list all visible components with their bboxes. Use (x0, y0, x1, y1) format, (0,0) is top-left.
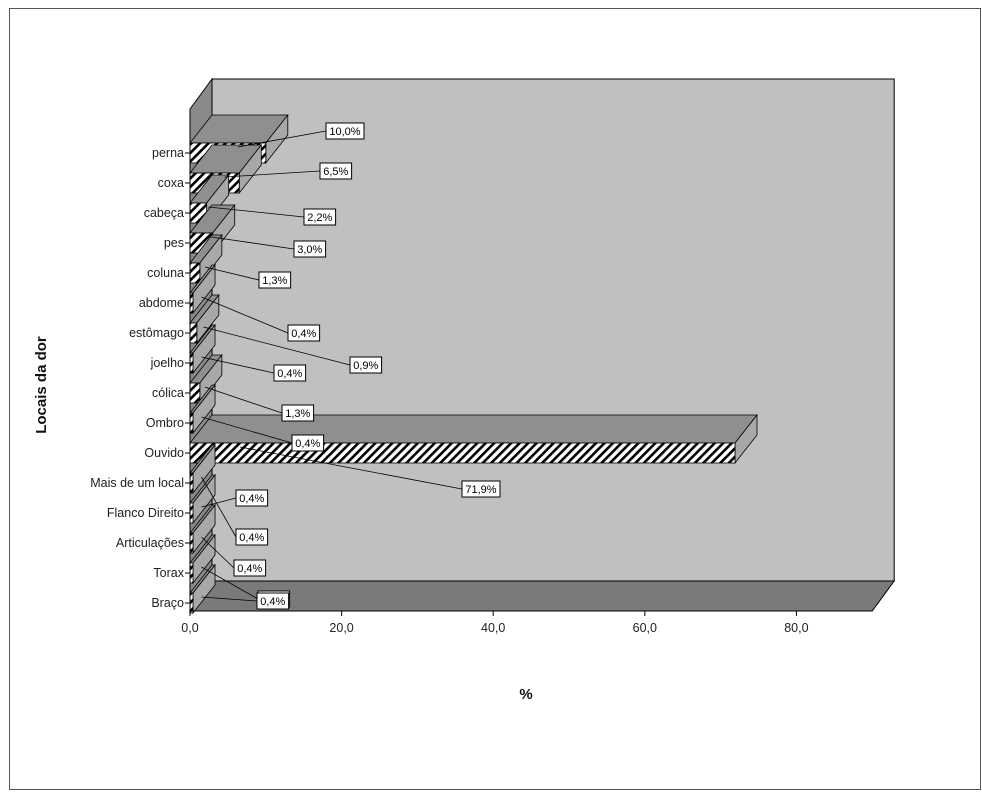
data-label: 3,0% (297, 244, 322, 256)
category-label: Braço (151, 596, 184, 610)
x-tick-label: 0,0 (181, 621, 198, 635)
leader-line (201, 566, 259, 600)
data-label-box (256, 592, 290, 610)
data-label: 71,9% (465, 484, 496, 496)
leader-line (201, 596, 258, 602)
bar-10-top (189, 414, 758, 444)
data-label-box (258, 271, 292, 289)
leader-line (204, 266, 260, 281)
category-label: Ouvido (144, 446, 184, 460)
data-label-box (273, 364, 307, 382)
data-label: 0,4% (295, 438, 320, 450)
data-label: 2,2% (307, 212, 332, 224)
data-labels-group: 10,0% 6,5% 2,2% 3,0% 1,3% 0,4% 0,9% 0,4% 1,3% 0,4… (233, 122, 501, 610)
leader-line (201, 296, 289, 334)
data-label-box (325, 122, 365, 140)
category-label: Ombro (146, 416, 184, 430)
bar-6 (189, 322, 198, 344)
leader-line (208, 206, 305, 218)
leader-line (224, 170, 321, 178)
x-tick-label: 80,0 (784, 621, 808, 635)
y-axis-title: Locais da dor (33, 336, 50, 434)
leader-line (201, 476, 237, 538)
category-label: Torax (153, 566, 184, 580)
data-label-box (319, 162, 353, 180)
data-label: 0,9% (353, 360, 378, 372)
data-label-box (291, 434, 325, 452)
data-label: 1,3% (262, 275, 287, 287)
data-label: 0,4% (260, 596, 285, 608)
category-label: Mais de um local (90, 476, 184, 490)
category-label: coluna (147, 266, 184, 280)
x-axis-title: % (519, 686, 532, 703)
data-label-box (287, 324, 321, 342)
category-label: abdome (139, 296, 184, 310)
leader-line (201, 416, 293, 444)
leader-line (211, 236, 295, 250)
chart-walls (189, 77, 896, 613)
x-tick-label: 60,0 (633, 621, 657, 635)
category-label: estômago (129, 326, 184, 340)
data-label-box (293, 240, 327, 258)
data-label: 0,4% (237, 563, 262, 575)
category-label: cólica (152, 386, 184, 400)
data-label-box (281, 404, 315, 422)
data-label: 0,4% (239, 493, 264, 505)
bar-4 (189, 262, 201, 284)
leader-lines-group (201, 130, 463, 602)
data-label-box (235, 528, 269, 546)
category-label: Articulações (116, 536, 184, 550)
x-tick-label: 20,0 (329, 621, 353, 635)
category-label: joelho (150, 356, 184, 370)
y-axis: perna coxa cabeça pes coluna abdome estômago jo… (90, 109, 191, 611)
x-tick-label: 40,0 (481, 621, 505, 635)
category-label: Flanco Direito (107, 506, 184, 520)
leader-line (201, 536, 235, 569)
data-label: 0,4% (239, 532, 264, 544)
x-axis: 0,0 20,0 40,0 60,0 80,0 (181, 610, 873, 635)
leader-line (203, 326, 351, 366)
data-label: 1,3% (285, 408, 310, 420)
floor (189, 580, 896, 612)
leader-line (204, 386, 283, 414)
data-label-box (349, 356, 383, 374)
leader-line (239, 446, 463, 490)
data-label: 0,4% (291, 328, 316, 340)
data-label: 0,4% (277, 368, 302, 380)
bar-chart: 10,0% 6,5% 2,2% 3,0% 1,3% 0,4% 0,9% 0,4% 1,3% 0,4… (33, 77, 896, 703)
bar-8 (189, 382, 201, 404)
category-label: cabeça (144, 206, 184, 220)
data-label-box (235, 489, 269, 507)
bars-group (189, 113, 758, 615)
leader-line (237, 130, 327, 148)
category-label: pes (164, 236, 184, 250)
data-label-box (461, 480, 501, 498)
leader-line (201, 497, 237, 508)
data-label-box (233, 559, 267, 577)
category-label: perna (152, 146, 184, 160)
chart-frame: 10,0% 6,5% 2,2% 3,0% 1,3% 0,4% 0,9% 0,4% 1,3% 0,4… (9, 8, 981, 790)
data-label: 6,5% (323, 166, 348, 178)
data-label: 10,0% (329, 126, 360, 138)
leader-line (201, 356, 275, 374)
category-label: coxa (158, 176, 184, 190)
data-label-box (303, 208, 337, 226)
